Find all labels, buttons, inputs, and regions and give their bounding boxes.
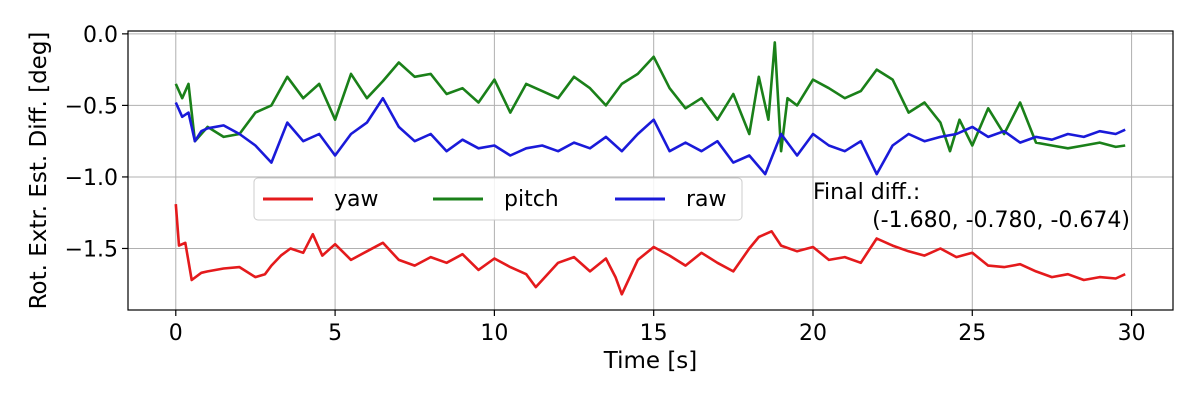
x-tick-label: 15 xyxy=(640,321,668,346)
legend: yaw pitch raw xyxy=(253,177,743,221)
legend-label-raw: raw xyxy=(686,187,727,212)
series-lines xyxy=(174,41,1126,296)
legend-label-pitch: pitch xyxy=(504,187,559,212)
y-tick-label: −1.5 xyxy=(65,237,118,262)
annotation-title: Final diff.: xyxy=(813,180,920,205)
x-tick-label: 30 xyxy=(1118,321,1146,346)
y-axis-label: Rot. Extr. Est. Diff. [deg] xyxy=(26,32,52,310)
annotation-values: (-1.680, -0.780, -0.674) xyxy=(872,208,1130,233)
x-axis-label: Time [s] xyxy=(603,348,698,374)
y-tick-label: −1.0 xyxy=(65,166,118,191)
x-tick-label: 25 xyxy=(958,321,986,346)
grid xyxy=(128,31,1173,310)
y-tick-label: −0.5 xyxy=(65,94,118,119)
x-tick-label: 5 xyxy=(328,321,342,346)
series-line-pitch xyxy=(174,41,1126,153)
plot-frame xyxy=(127,30,1174,311)
tick-marks xyxy=(122,33,1133,316)
series-line-yaw xyxy=(174,204,1126,296)
x-tick-label: 20 xyxy=(799,321,827,346)
tick-labels: 0 5 10 15 20 25 30 0.0 −0.5 −1.0 −1.5 xyxy=(65,23,1146,346)
y-tick-label: 0.0 xyxy=(83,23,118,48)
x-tick-label: 10 xyxy=(480,321,508,346)
series-line-raw xyxy=(174,96,1126,176)
legend-label-yaw: yaw xyxy=(334,187,379,212)
x-tick-label: 0 xyxy=(169,321,183,346)
